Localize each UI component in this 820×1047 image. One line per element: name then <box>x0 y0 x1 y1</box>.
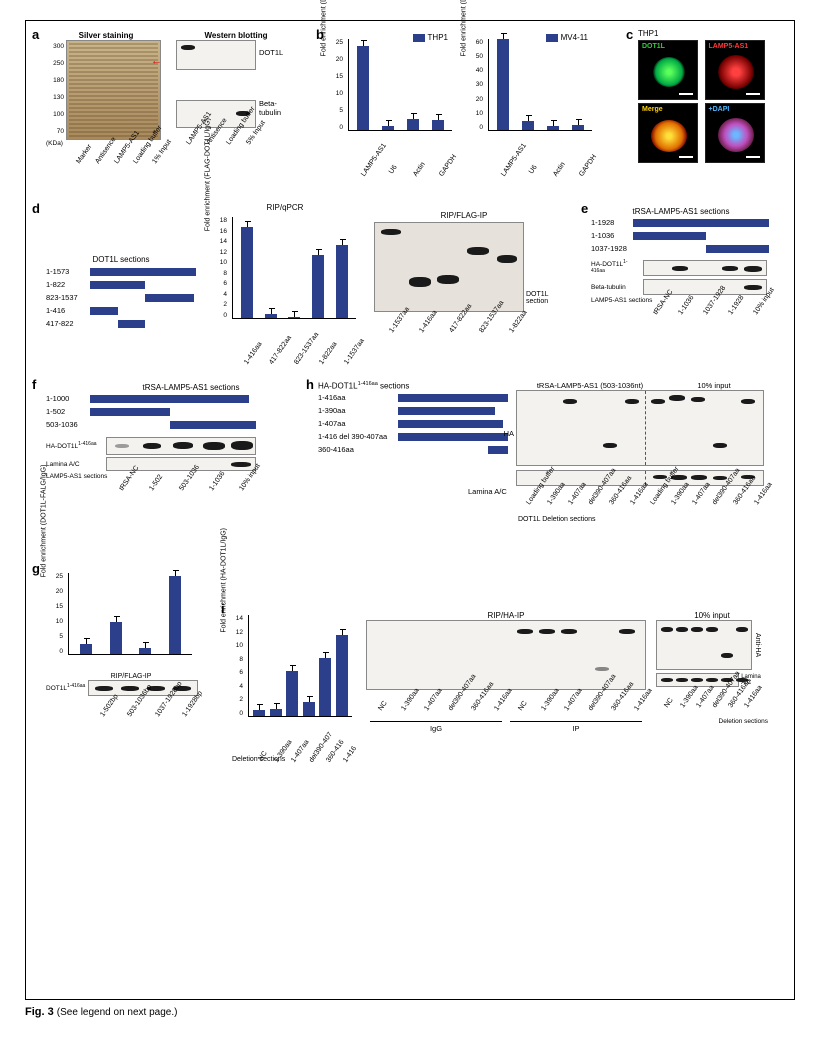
figure-container: a Silver staining 300250180 13010070 ← <box>25 20 795 1000</box>
panel-g: Fold enrichment (DOT1L-FALG/IgG) 0510152… <box>46 569 216 703</box>
i-lanes-main: NC1-390aa1-407aadel390-407aa360-416aa1-4… <box>366 690 646 697</box>
micro-lamp5as1: LAMP5-AS1 <box>705 40 765 100</box>
wb-title: Western blotting <box>176 31 296 40</box>
f-row2: Lamina A/C <box>46 461 104 468</box>
i-del-hdr: Deletion sections <box>656 718 768 725</box>
f-blot2 <box>106 457 256 471</box>
d-gel-lanes: 1-1537aa1-416aa417-822aa823-1537aa1-822a… <box>374 312 524 319</box>
h-left-hdr: HA-DOT1L1-416aa sections <box>318 381 508 391</box>
i-blot-main <box>366 620 646 690</box>
e-lanes: tRSA-NC1-10361037-19281-192810% input <box>641 294 765 301</box>
d-gel-title: RIP/FLAG-IP <box>374 211 554 220</box>
arrow-icon: ← <box>151 55 161 67</box>
panel-f: tRSA-LAMP5-AS1 sections 1-10001-502503-1… <box>46 383 286 477</box>
panel-e: tRSA-LAMP5-AS1 sections 1-19281-10361037… <box>591 207 771 301</box>
wb-row-dot1l: DOT1L <box>259 48 296 57</box>
d-schematic: 1-15731-822823-15371-416417-822 <box>46 268 196 330</box>
d-gel <box>374 222 524 312</box>
panel-c-label: c <box>626 27 633 42</box>
micro-merge: Merge <box>638 103 698 163</box>
i-blot-input <box>656 620 752 670</box>
wb-dot1l <box>176 40 256 70</box>
i-lanes-input: NC1-390aa1-407aadel390-407aa360-416aa1-4… <box>656 687 752 694</box>
d-gel-row-label: DOT1L section <box>526 291 556 305</box>
cell-line: THP1 <box>638 29 768 38</box>
h-lamina-label: Lamina A/C <box>468 487 507 496</box>
wb-row-tubulin: Beta-tubulin <box>259 99 296 117</box>
panel-b: THP1 Fold enrichment (DOT1L/IgG) 0510152… <box>326 35 616 145</box>
figure-caption: Fig. 3 (See legend on next page.) <box>25 1006 795 1018</box>
silver-gel: ← <box>66 40 161 140</box>
chart-d: RIP/qPCR Fold enrichment (FLAG-DOT1L/IgG… <box>210 213 360 333</box>
e-header: tRSA-LAMP5-AS1 sections <box>591 207 771 216</box>
i-igg-label: IgG <box>370 721 502 733</box>
f-header: tRSA-LAMP5-AS1 sections <box>96 383 286 392</box>
panel-d: DOT1L sections 1-15731-822823-15371-4164… <box>46 211 576 333</box>
silver-title: Silver staining <box>46 31 166 40</box>
silver-lanes: MarkerAntisenceLAMP5-AS1Loading buffer1%… <box>66 143 161 150</box>
panel-g-label: g <box>32 561 40 576</box>
e-blot2 <box>643 279 767 295</box>
h-lane-hdr: DOT1L Deletion sections <box>518 516 596 523</box>
i-x-title: Deletion sections <box>232 756 285 763</box>
g-lanes: 1-502bp503-1036bp1037-1928bp1-1928bp <box>86 696 196 703</box>
chart-thp1: THP1 Fold enrichment (DOT1L/IgG) 0510152… <box>326 35 456 145</box>
e-row1: HA-DOT1L1-416aa <box>591 259 641 277</box>
h-gel-title-left: tRSA-LAMP5-AS1 (503-1036nt) <box>516 381 664 390</box>
mw-ladder: 300250180 13010070 <box>46 40 66 135</box>
d-schem-title: DOT1L sections <box>46 255 196 264</box>
e-blot1 <box>643 260 767 276</box>
panel-c: THP1 DOT1L LAMP5-AS1 Merge +DAPI <box>638 29 768 163</box>
micro-dot1l: DOT1L <box>638 40 698 100</box>
panel-f-label: f <box>32 377 36 392</box>
chart-mv411: MV4-11 Fold enrichment (DOT1L/IgG) 01020… <box>466 35 596 145</box>
f-row1: HA-DOT1L1-416aa <box>46 441 104 450</box>
h-gel-title-right: 10% input <box>664 381 764 390</box>
f-blot1 <box>106 437 256 455</box>
i-ip-label: IP <box>510 721 642 733</box>
g-gel-title: RIP/FLAG-IP <box>46 673 216 680</box>
f-schematic: 1-10001-502503-1036 <box>46 395 256 431</box>
micro-dapi: +DAPI <box>705 103 765 163</box>
panel-e-label: e <box>581 201 588 216</box>
panel-h: HA-DOT1L1-416aa sections 1-416aa1-390aa1… <box>318 381 774 491</box>
panel-h-label: h <box>306 377 314 392</box>
e-schematic: 1-19281-10361037-1928 <box>591 219 769 255</box>
panel-a-label: a <box>32 27 39 42</box>
i-gel-title: RIP/HA-IP <box>366 611 646 620</box>
i-input-title: 10% input <box>656 611 768 620</box>
h-ha-tag: HA <box>504 429 514 438</box>
h-schematic: 1-416aa1-390aa1-407aa1-416 del 390-407aa… <box>318 394 508 456</box>
panel-d-label: d <box>32 201 40 216</box>
g-row: DOT1L1-416aa <box>46 683 86 692</box>
i-anti-ha: Anti-HA <box>754 620 761 670</box>
panel-a: Silver staining 300250180 13010070 ← (KD… <box>46 31 306 150</box>
h-blot-main <box>516 390 764 466</box>
chart-g: Fold enrichment (DOT1L-FALG/IgG) 0510152… <box>46 569 196 669</box>
chart-i: Fold enrichment (HA-DOT1L/IgG) 024681012… <box>226 611 356 731</box>
f-lanes: tRSA-NC1-502503-10361-103610% input <box>104 470 254 477</box>
panel-i: Fold enrichment (HA-DOT1L/IgG) 024681012… <box>226 611 774 733</box>
e-row2: Beta-tubulin <box>591 284 641 291</box>
